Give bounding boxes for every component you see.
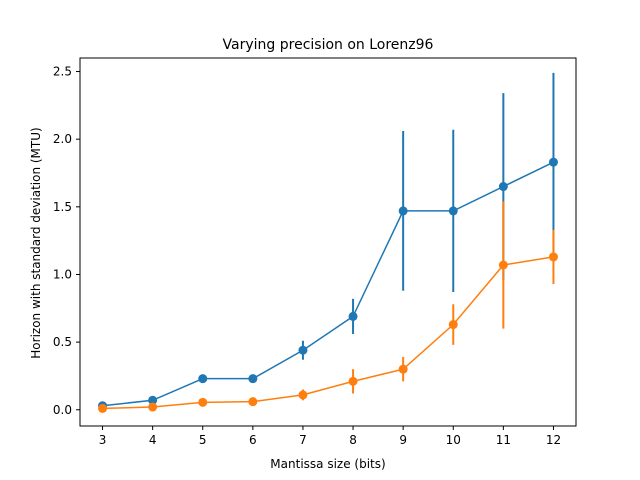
data-point-series1 (348, 311, 358, 321)
data-point-series1 (498, 182, 508, 192)
data-point-series1 (448, 206, 458, 216)
x-tick-label: 6 (249, 433, 257, 447)
data-point-series1 (198, 374, 208, 384)
y-tick-label: 0.0 (53, 403, 72, 417)
plot-area: 3 4 5 6 7 8 9 10 11 12 0.0 0.5 1.0 1.5 2.0 2.5 (53, 57, 577, 447)
data-point-series1 (148, 395, 158, 405)
data-point-series2 (248, 397, 258, 407)
data-point-series2 (448, 320, 458, 330)
x-tick-label: 7 (299, 433, 307, 447)
data-point-series2 (498, 260, 508, 270)
x-tick-label: 3 (99, 433, 107, 447)
data-point-series2 (298, 390, 308, 400)
data-point-series1 (548, 157, 558, 167)
data-point-series2 (98, 403, 108, 413)
axes-frame (79, 57, 577, 427)
data-point-series2 (548, 252, 558, 262)
y-tick-label: 2.5 (53, 65, 72, 79)
data-point-series2 (398, 364, 408, 374)
data-point-series1 (248, 374, 258, 384)
x-tick-label: 10 (446, 433, 461, 447)
y-tick-label: 2.0 (53, 132, 72, 146)
y-tick-label: 1.5 (53, 200, 72, 214)
series-line-2 (102, 256, 554, 410)
y-axis-label: Horizon with standard deviation (MTU) (29, 127, 43, 358)
x-tick-label: 12 (546, 433, 561, 447)
chart-title: Varying precision on Lorenz96 (223, 37, 434, 53)
x-tick-label: 9 (399, 433, 407, 447)
data-point-series2 (348, 376, 358, 386)
y-tick-label: 1.0 (53, 267, 72, 281)
data-point-series1 (398, 206, 408, 216)
x-tick-label: 11 (496, 433, 511, 447)
x-tick-label: 8 (349, 433, 357, 447)
y-tick-label: 0.5 (53, 335, 72, 349)
x-tick-label: 5 (199, 433, 207, 447)
x-tick-label: 4 (149, 433, 157, 447)
x-axis-label: Mantissa size (bits) (270, 457, 385, 471)
data-point-series1 (298, 345, 308, 355)
series-line-1 (102, 161, 554, 407)
data-point-series2 (148, 402, 158, 412)
data-point-series2 (198, 397, 208, 407)
